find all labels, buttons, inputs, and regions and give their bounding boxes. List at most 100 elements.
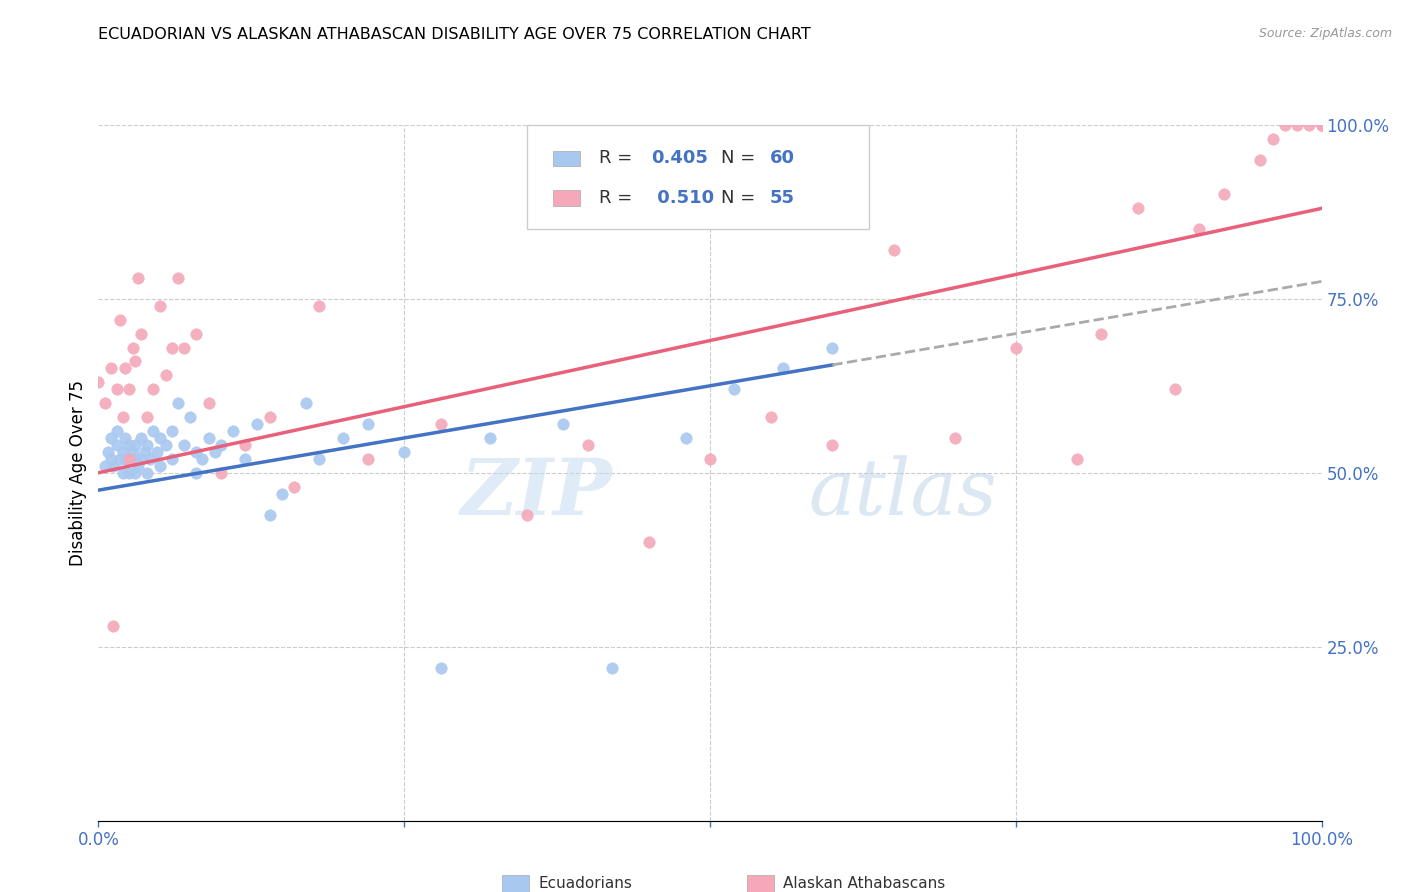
Point (576, 438, 599, 452)
Point (155, 368, 177, 383)
Point (1310, 118, 1333, 132)
Point (160, 424, 183, 438)
Point (111, 466, 134, 480)
Text: ECUADORIAN VS ALASKAN ATHABASCAN DISABILITY AGE OVER 75 CORRELATION CHART: ECUADORIAN VS ALASKAN ATHABASCAN DISABIL… (98, 27, 811, 42)
Point (356, 417, 378, 431)
Point (1090, 326, 1112, 341)
Point (111, 445, 134, 459)
Text: R =: R = (599, 189, 638, 207)
Point (105, 438, 128, 452)
Point (114, 431, 136, 445)
Point (127, 271, 149, 285)
Point (118, 451, 141, 466)
Point (149, 299, 172, 313)
Point (270, 486, 294, 500)
Point (167, 271, 190, 285)
Point (118, 451, 141, 466)
Point (110, 312, 132, 326)
Point (101, 619, 124, 633)
Y-axis label: Disability Age Over 75: Disability Age Over 75 (69, 380, 87, 566)
Point (110, 451, 132, 466)
Point (209, 438, 232, 452)
Point (142, 382, 165, 396)
Point (233, 438, 256, 452)
Point (114, 361, 136, 376)
Point (943, 431, 966, 445)
Text: Ecuadorians: Ecuadorians (538, 876, 633, 891)
Point (699, 451, 721, 466)
FancyBboxPatch shape (554, 151, 581, 166)
Point (1310, 118, 1333, 132)
Point (478, 431, 501, 445)
Point (283, 480, 305, 494)
Point (139, 451, 162, 466)
Point (246, 417, 269, 431)
FancyBboxPatch shape (747, 875, 773, 892)
Point (1261, 132, 1284, 146)
Point (1274, 118, 1296, 132)
Point (101, 458, 124, 473)
Point (173, 341, 195, 355)
Point (111, 410, 134, 425)
Point (1128, 202, 1150, 216)
Point (149, 458, 172, 473)
Text: ZIP: ZIP (461, 456, 612, 532)
Point (136, 410, 159, 425)
Point (191, 451, 214, 466)
Point (100, 451, 122, 466)
Point (124, 438, 146, 452)
Point (392, 445, 416, 459)
Point (1212, 187, 1234, 202)
Text: Source: ZipAtlas.com: Source: ZipAtlas.com (1258, 27, 1392, 40)
Point (204, 445, 226, 459)
Point (114, 451, 136, 466)
Point (430, 417, 453, 431)
Point (308, 299, 330, 313)
Point (209, 466, 232, 480)
Point (761, 410, 783, 425)
Text: N =: N = (721, 149, 761, 168)
Point (105, 382, 128, 396)
Point (118, 382, 141, 396)
Point (1249, 153, 1271, 167)
Point (1188, 222, 1211, 236)
Point (146, 445, 169, 459)
Point (93, 458, 115, 473)
Point (100, 361, 122, 376)
Point (121, 341, 143, 355)
Point (97, 445, 120, 459)
Point (173, 438, 195, 452)
Point (197, 396, 219, 410)
Point (129, 451, 152, 466)
Point (167, 396, 190, 410)
Point (1004, 341, 1026, 355)
Point (430, 660, 453, 674)
Point (93, 396, 115, 410)
FancyBboxPatch shape (526, 125, 869, 229)
Point (821, 438, 844, 452)
Text: 0.405: 0.405 (651, 149, 709, 168)
Point (197, 431, 219, 445)
Point (222, 424, 245, 438)
Point (675, 431, 697, 445)
Point (1298, 118, 1320, 132)
Point (723, 382, 745, 396)
Text: atlas: atlas (808, 456, 997, 532)
Point (129, 431, 152, 445)
Point (87, 376, 110, 390)
Point (100, 431, 122, 445)
Point (186, 466, 208, 480)
Point (553, 417, 575, 431)
Point (155, 438, 177, 452)
Point (149, 431, 172, 445)
Text: 55: 55 (770, 189, 794, 207)
Point (772, 361, 794, 376)
Point (124, 354, 146, 368)
FancyBboxPatch shape (502, 875, 529, 892)
Point (118, 466, 141, 480)
Point (124, 466, 146, 480)
Point (186, 445, 208, 459)
Point (233, 451, 256, 466)
Point (160, 451, 183, 466)
Point (142, 424, 165, 438)
